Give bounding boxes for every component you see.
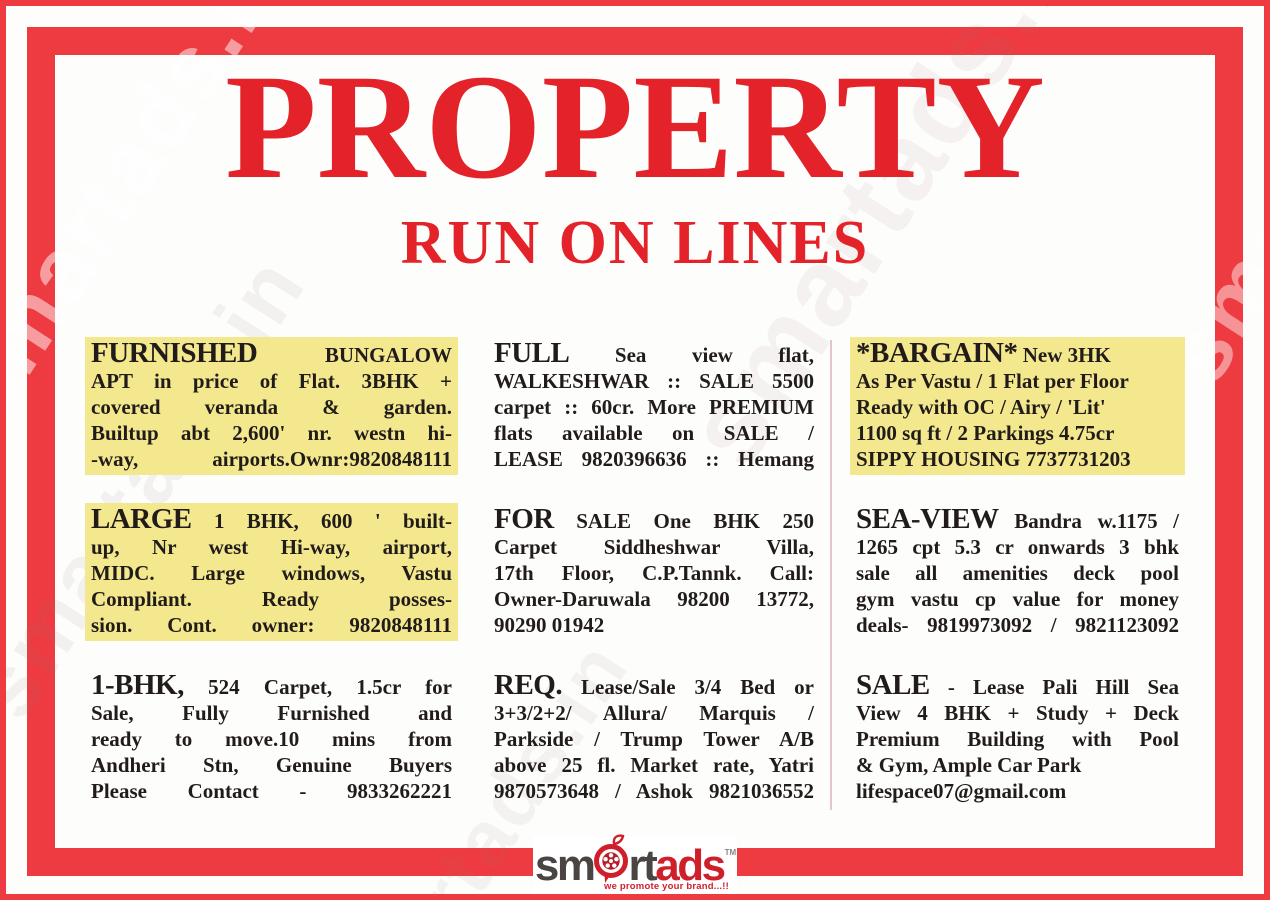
smartads-logo: sm rt ads TM we promote your brand <box>533 834 737 894</box>
ad-text-line: sion. Cont. owner: 9820848111 <box>91 613 452 637</box>
ad-text-line: APT in price of Flat. 3BHK + <box>91 369 452 393</box>
ad-text-line: View 4 BHK + Study + Deck <box>856 701 1179 725</box>
classified-ad: LARGE 1 BHK, 600 ' built-up, Nr west Hi-… <box>85 503 458 641</box>
ad-text-line: Parkside / Trump Tower A/B <box>494 727 814 751</box>
ad-text-line: 17th Floor, C.P.Tannk. Call: <box>494 561 814 585</box>
ad-text-line: FURNISHED BUNGALOW <box>91 337 452 369</box>
ad-text-line: Andheri Stn, Genuine Buyers <box>91 753 452 777</box>
ad-lead-word: FURNISHED <box>91 337 258 369</box>
ad-text-line: *BARGAIN* New 3HK <box>856 337 1111 369</box>
ad-text-line: covered veranda & garden. <box>91 395 452 419</box>
ad-text-line: Compliant. Ready posses- <box>91 587 452 611</box>
classified-ad: *BARGAIN* New 3HK As Per Vastu / 1 Flat p… <box>850 337 1185 475</box>
ad-text-line: Carpet Siddheshwar Villa, <box>494 535 814 559</box>
logo-tagline: we promote your brand...!! <box>603 881 729 892</box>
classified-ad: 1-BHK, 524 Carpet, 1.5cr for Sale, Fully … <box>85 669 458 807</box>
ad-text-line: -way, airports.Ownr:9820848111 <box>91 447 452 471</box>
ad-lead-word: FULL <box>494 337 570 369</box>
ad-text-line: Sale, Fully Furnished and <box>91 701 452 725</box>
ad-text-line: As Per Vastu / 1 Flat per Floor <box>856 369 1129 393</box>
page-title: PROPERTY <box>225 44 1045 210</box>
ad-text-line: deals- 9819973092 / 9821123092 <box>856 613 1179 637</box>
ad-text-line: flats available on SALE / <box>494 421 814 445</box>
ad-text-line: SIPPY HOUSING 7737731203 <box>856 447 1131 471</box>
ad-text-line: Builtup abt 2,600' nr. westn hi- <box>91 421 452 445</box>
ad-text-line: MIDC. Large windows, Vastu <box>91 561 452 585</box>
ad-lead-word: FOR <box>494 503 554 535</box>
ad-text-line: FULL Sea view flat, <box>494 337 814 369</box>
classified-ad: SEA-VIEW Bandra w.1175 /1265 cpt 5.3 cr … <box>850 503 1185 641</box>
ad-lead-word: SALE <box>856 669 930 701</box>
logo-text-sm: sm <box>534 840 596 890</box>
ad-text-line: lifespace07@gmail.com <box>856 779 1067 803</box>
ad-text-line: Ready with OC / Airy / 'Lit' <box>856 395 1106 419</box>
ad-column-3: *BARGAIN* New 3HK As Per Vastu / 1 Flat p… <box>850 337 1185 807</box>
ad-column-1: FURNISHED BUNGALOW APT in price of Flat. … <box>85 337 458 807</box>
ad-text-line: FOR SALE One BHK 250 <box>494 503 814 535</box>
ad-lead-word: 1-BHK, <box>91 669 184 701</box>
ad-text-line: 1100 sq ft / 2 Parkings 4.75cr <box>856 421 1115 445</box>
classified-ad: REQ. Lease/Sale 3/4 Bed or 3+3/2+2/ Allur… <box>488 669 820 807</box>
ad-text-line: SEA-VIEW Bandra w.1175 / <box>856 503 1179 535</box>
trademark-symbol: TM <box>724 848 737 857</box>
ad-text-line: gym vastu cp value for money <box>856 587 1179 611</box>
ad-text-line: WALKESHWAR :: SALE 5500 <box>494 369 814 393</box>
classified-ad: FOR SALE One BHK 250 Carpet Siddheshwar V… <box>488 503 820 641</box>
classified-ad: FURNISHED BUNGALOW APT in price of Flat. … <box>85 337 458 475</box>
ad-text-line: LARGE 1 BHK, 600 ' built- <box>91 503 452 535</box>
ad-text-line: up, Nr west Hi-way, airport, <box>91 535 452 559</box>
ad-lead-word: *BARGAIN* <box>856 337 1018 369</box>
column-divider-rule <box>830 340 832 810</box>
ad-text-line: Owner-Daruwala 98200 13772, <box>494 587 814 611</box>
ad-text-line: 1-BHK, 524 Carpet, 1.5cr for <box>91 669 452 701</box>
ad-text-line: 1265 cpt 5.3 cr onwards 3 bhk <box>856 535 1179 559</box>
ad-text-line: LEASE 9820396636 :: Hemang <box>494 447 814 471</box>
ad-lead-word: REQ. <box>494 669 563 701</box>
classified-ad: FULL Sea view flat, WALKESHWAR :: SALE 55… <box>488 337 820 475</box>
classified-ad: SALE - Lease Pali Hill Sea View 4 BHK + S… <box>850 669 1185 807</box>
ad-lead-word: LARGE <box>91 503 192 535</box>
ad-text-line: Premium Building with Pool <box>856 727 1179 751</box>
ad-text-line: 9870573648 / Ashok 9821036552 <box>494 779 814 803</box>
logo-text-ads: ads <box>655 840 726 890</box>
ad-lead-word: SEA-VIEW <box>856 503 999 535</box>
ad-text-line: 90290 01942 <box>494 613 605 637</box>
ad-text-line: & Gym, Ample Car Park <box>856 753 1082 777</box>
smartads-wordmark: sm rt ads TM we promote your brand <box>533 834 737 894</box>
ad-text-line: 3+3/2+2/ Allura/ Marquis / <box>494 701 814 725</box>
ad-text-line: sale all amenities deck pool <box>856 561 1179 585</box>
ad-text-line: above 25 fl. Market rate, Yatri <box>494 753 814 777</box>
ad-text-line: REQ. Lease/Sale 3/4 Bed or <box>494 669 814 701</box>
ad-text-line: Please Contact - 9833262221 <box>91 779 452 803</box>
ad-text-line: SALE - Lease Pali Hill Sea <box>856 669 1179 701</box>
ads-grid: FURNISHED BUNGALOW APT in price of Flat. … <box>85 337 1185 807</box>
ad-column-2: FULL Sea view flat, WALKESHWAR :: SALE 55… <box>488 337 820 807</box>
ad-text-line: carpet :: 60cr. More PREMIUM <box>494 395 814 419</box>
ad-text-line: ready to move.10 mins from <box>91 727 452 751</box>
logo-text-rt: rt <box>628 840 657 890</box>
page-subtitle: RUN ON LINES <box>400 209 870 277</box>
